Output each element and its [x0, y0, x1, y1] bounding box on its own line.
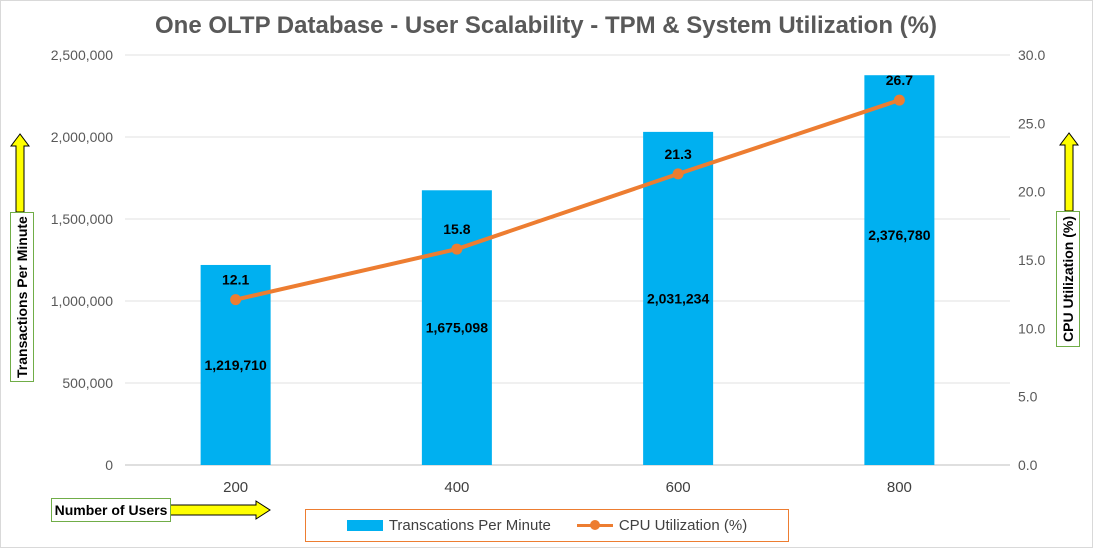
line-point [893, 94, 905, 106]
cpu-line [235, 98, 901, 302]
y2-tick-label: 30.0 [1018, 47, 1045, 63]
legend: Transcations Per Minute CPU Utilization … [305, 509, 789, 542]
y2-axis-title: CPU Utilization (%) [1056, 211, 1080, 347]
x-axis-right-arrow-icon [169, 500, 271, 520]
y-tick-label: 1,500,000 [51, 211, 113, 227]
line-value-label: 15.8 [443, 221, 470, 237]
bar-series [200, 75, 935, 466]
line-point [451, 243, 463, 255]
line-series [230, 94, 905, 306]
y-tick-label: 1,000,000 [51, 293, 113, 309]
line-value-label: 12.1 [222, 272, 249, 288]
y2-tick-label: 5.0 [1018, 389, 1038, 405]
legend-line-swatch [576, 520, 613, 531]
bar-value-label: 1,675,098 [426, 320, 488, 336]
legend-label-cpu: CPU Utilization (%) [618, 517, 748, 534]
y-tick-label: 500,000 [62, 375, 113, 391]
legend-item-tpm: Transcations Per Minute [346, 517, 551, 534]
x-tick-label: 600 [666, 479, 691, 496]
data-labels: 1,219,710 1,675,098 2,031,234 2,376,780 12.1… [204, 72, 930, 373]
y2-tick-label: 25.0 [1018, 115, 1045, 131]
legend-bar-swatch [346, 520, 383, 531]
axis-ticks: 0 500,000 1,000,000 1,500,000 2,000,000 2,500… [51, 47, 1046, 496]
x-tick-label: 400 [444, 479, 469, 496]
y2-tick-label: 10.0 [1018, 320, 1045, 336]
x-tick-label: 800 [887, 479, 912, 496]
y-tick-label: 2,500,000 [51, 47, 113, 63]
line-point [230, 294, 242, 306]
y2-tick-label: 20.0 [1018, 184, 1045, 200]
chart-title: One OLTP Database - User Scalability - T… [155, 12, 937, 39]
y2-tick-label: 15.0 [1018, 252, 1045, 268]
bar [643, 131, 714, 465]
line-value-label: 21.3 [665, 146, 692, 162]
bar-value-label: 2,031,234 [647, 290, 709, 306]
bar [864, 75, 935, 466]
bar-value-label: 2,376,780 [868, 227, 930, 243]
legend-item-cpu: CPU Utilization (%) [576, 517, 748, 534]
x-axis-title: Number of Users [51, 498, 171, 522]
x-tick-label: 200 [223, 479, 248, 496]
legend-label-tpm: Transcations Per Minute [388, 517, 551, 534]
line-point [672, 168, 684, 180]
line-value-label: 26.7 [886, 72, 913, 88]
y-axis-title: Transactions Per Minute [10, 212, 34, 382]
bar [421, 190, 492, 465]
y-tick-label: 2,000,000 [51, 129, 113, 145]
gridlines [125, 54, 1010, 466]
y-tick-label: 0 [105, 457, 113, 473]
y2-tick-label: 0.0 [1018, 457, 1038, 473]
bar-value-label: 1,219,710 [204, 357, 266, 373]
